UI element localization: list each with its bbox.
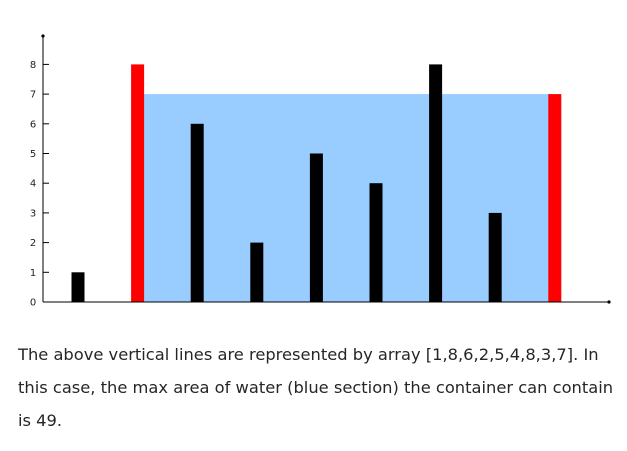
y-tick-label-3: 3 <box>30 208 36 219</box>
bar-8 <box>488 212 502 302</box>
chart-caption: The above vertical lines are represented… <box>18 345 614 430</box>
y-tick-label-5: 5 <box>30 149 36 160</box>
bar-4 <box>250 242 264 302</box>
water-area <box>137 94 555 302</box>
y-tick-label-8: 8 <box>30 60 36 71</box>
y-axis-end-marker <box>41 34 45 38</box>
y-tick-label-7: 7 <box>30 90 36 101</box>
y-tick-label-4: 4 <box>30 179 36 190</box>
y-tick-label-6: 6 <box>30 119 36 130</box>
bar-3 <box>190 123 204 302</box>
bar-7 <box>429 64 443 303</box>
bar-9 <box>548 94 562 302</box>
x-axis-end-marker <box>607 300 611 304</box>
bars-group <box>71 64 562 303</box>
bar-5 <box>309 153 323 302</box>
container-water-chart: 0 1 2 3 4 5 6 7 8 <box>30 34 611 309</box>
bar-2 <box>131 64 145 303</box>
y-tick-label-1: 1 <box>30 268 36 279</box>
bar-1 <box>71 272 85 302</box>
y-axis-ticks: 0 1 2 3 4 5 6 7 8 <box>30 60 49 309</box>
y-tick-label-0: 0 <box>30 298 36 309</box>
bar-6 <box>369 183 383 302</box>
y-tick-label-2: 2 <box>30 238 36 249</box>
